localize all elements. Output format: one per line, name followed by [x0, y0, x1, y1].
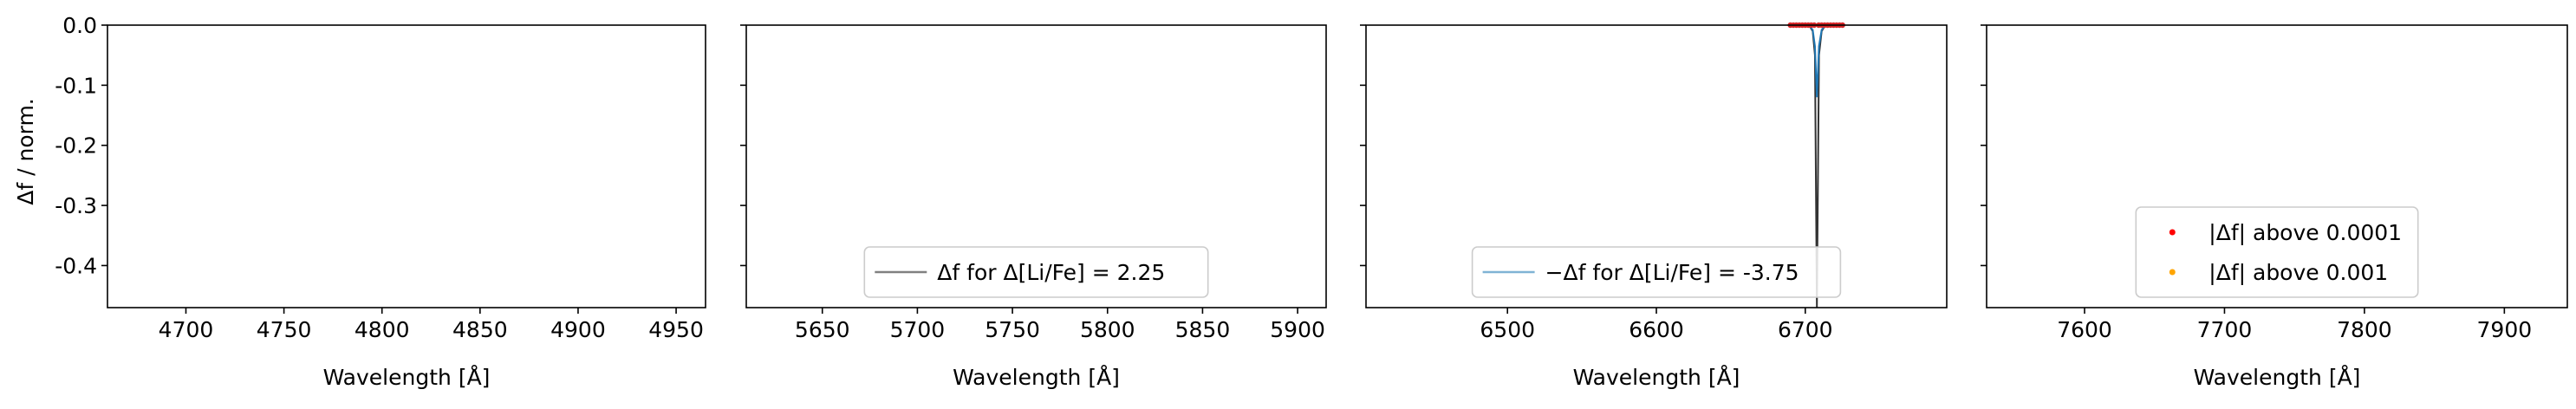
x-tick-label: 7800 [2337, 317, 2392, 342]
series-group [1787, 22, 1845, 308]
y-tick-label: -0.3 [55, 193, 97, 218]
x-axis-label: Wavelength [Å] [2194, 365, 2361, 390]
x-tick-label: 4900 [550, 317, 606, 342]
plot-frame [745, 24, 1327, 308]
legend: Δf for Δ[Li/Fe] = 2.25 [863, 246, 1209, 298]
x-tick-label: 5850 [1175, 317, 1231, 342]
x-tick-label: 4700 [159, 317, 214, 342]
x-tick-label: 7900 [2477, 317, 2533, 342]
x-axis-label: Wavelength [Å] [1573, 365, 1740, 390]
legend-box [1471, 246, 1842, 298]
x-tick-label: 5900 [1270, 317, 1325, 342]
x-tick-label: 5650 [795, 317, 850, 342]
legend-box [863, 246, 1209, 298]
x-tick-label: 4950 [648, 317, 704, 342]
legend-label: −Δf for Δ[Li/Fe] = -3.75 [1545, 260, 1799, 285]
panel-1: 4700 4750 4800 4850 4900 4950 0.0 -0.1 -0.2 -0.3 -… [55, 13, 706, 390]
y-tick-label: -0.1 [55, 73, 97, 98]
panel-4: 7600 7700 7800 7900 Wavelength [Å] |Δf| above… [1981, 24, 2568, 390]
x-tick-label: 6500 [1480, 317, 1535, 342]
plot-frame [1986, 24, 2568, 308]
x-tick-label: 6700 [1778, 317, 1833, 342]
x-tick-label: 5800 [1080, 317, 1135, 342]
plot-frame [107, 24, 706, 308]
y-tick-label: 0.0 [62, 13, 97, 38]
legend: −Δf for Δ[Li/Fe] = -3.75 [1471, 246, 1842, 298]
x-tick-label: 7700 [2197, 317, 2253, 342]
panel-2: 5650 5700 5750 5800 5850 5900 Wavelength [Å] Δf… [740, 24, 1327, 390]
legend: |Δf| above 0.0001 |Δf| above 0.001 [2135, 206, 2419, 298]
x-axis-label: Wavelength [Å] [323, 365, 491, 390]
y-tick-label: -0.2 [55, 133, 97, 159]
series-line [1790, 24, 1844, 98]
x-tick-label: 4800 [355, 317, 410, 342]
y-tick-label: -0.4 [55, 253, 97, 278]
legend-label: Δf for Δ[Li/Fe] = 2.25 [937, 260, 1165, 285]
x-tick-label: 5700 [890, 317, 946, 342]
y-axis-label: Δf / norm. [13, 98, 38, 205]
x-tick-label: 4850 [452, 317, 508, 342]
x-tick-label: 7600 [2057, 317, 2112, 342]
x-tick-label: 6600 [1629, 317, 1684, 342]
x-tick-label: 5750 [985, 317, 1040, 342]
legend-box [2135, 206, 2419, 298]
legend-marker [2169, 269, 2176, 276]
x-tick-label: 4750 [257, 317, 312, 342]
x-axis-label: Wavelength [Å] [953, 365, 1120, 390]
panel-3: 6500 6600 6700 Wavelength [Å] −Δf for Δ[Li/F… [1360, 22, 1948, 390]
legend-marker [2169, 229, 2176, 236]
legend-label: |Δf| above 0.001 [2208, 260, 2388, 285]
legend-label: |Δf| above 0.0001 [2208, 220, 2402, 245]
